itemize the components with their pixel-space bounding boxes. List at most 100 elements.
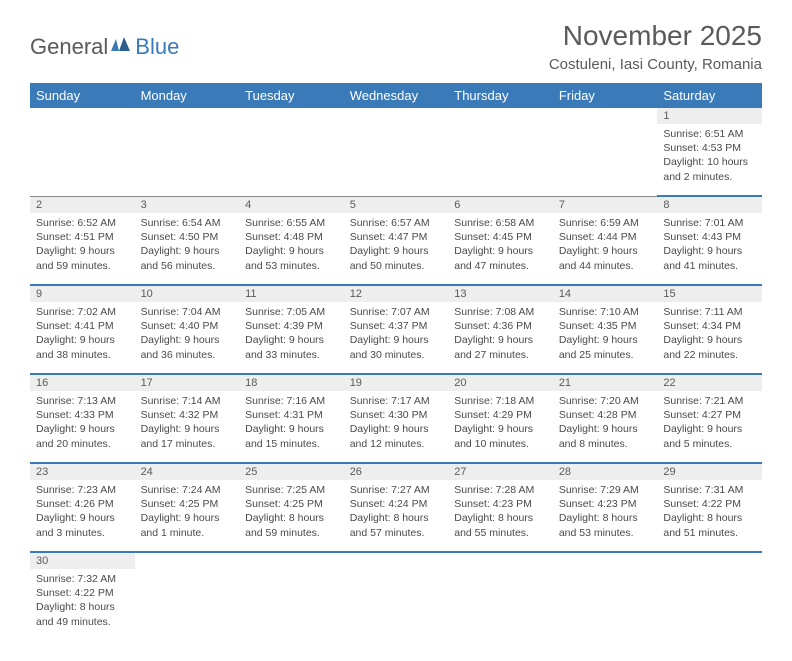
day-ss: Sunset: 4:29 PM xyxy=(454,408,547,422)
logo-text-2: Blue xyxy=(135,34,179,60)
day-sr: Sunrise: 7:20 AM xyxy=(559,394,652,408)
day-number-cell xyxy=(448,108,553,124)
day-detail-cell: Sunrise: 6:54 AMSunset: 4:50 PMDaylight:… xyxy=(135,213,240,285)
logo: General Blue xyxy=(30,34,179,60)
day-dl1: Daylight: 9 hours xyxy=(663,244,756,258)
day-dl2: and 5 minutes. xyxy=(663,437,756,451)
day-detail-cell: Sunrise: 6:58 AMSunset: 4:45 PMDaylight:… xyxy=(448,213,553,285)
day-ss: Sunset: 4:23 PM xyxy=(454,497,547,511)
day-number-cell: 21 xyxy=(553,374,658,391)
day-detail-cell: Sunrise: 7:31 AMSunset: 4:22 PMDaylight:… xyxy=(657,480,762,552)
weekday-header: Sunday xyxy=(30,83,135,108)
day-dl2: and 50 minutes. xyxy=(350,259,443,273)
day-sr: Sunrise: 7:05 AM xyxy=(245,305,338,319)
day-number-cell: 13 xyxy=(448,285,553,302)
day-dl2: and 10 minutes. xyxy=(454,437,547,451)
day-number-cell: 22 xyxy=(657,374,762,391)
day-number-cell: 24 xyxy=(135,463,240,480)
day-detail-cell: Sunrise: 7:29 AMSunset: 4:23 PMDaylight:… xyxy=(553,480,658,552)
day-dl2: and 44 minutes. xyxy=(559,259,652,273)
day-dl2: and 51 minutes. xyxy=(663,526,756,540)
day-dl1: Daylight: 8 hours xyxy=(454,511,547,525)
day-number-row: 30 xyxy=(30,552,762,569)
day-sr: Sunrise: 7:17 AM xyxy=(350,394,443,408)
day-detail-cell: Sunrise: 7:32 AMSunset: 4:22 PMDaylight:… xyxy=(30,569,135,641)
day-dl2: and 55 minutes. xyxy=(454,526,547,540)
day-dl1: Daylight: 9 hours xyxy=(454,244,547,258)
day-dl1: Daylight: 9 hours xyxy=(245,422,338,436)
day-number-cell xyxy=(135,552,240,569)
day-ss: Sunset: 4:47 PM xyxy=(350,230,443,244)
day-dl1: Daylight: 9 hours xyxy=(245,333,338,347)
day-ss: Sunset: 4:24 PM xyxy=(350,497,443,511)
day-dl1: Daylight: 8 hours xyxy=(36,600,129,614)
day-detail-cell: Sunrise: 7:23 AMSunset: 4:26 PMDaylight:… xyxy=(30,480,135,552)
day-detail-cell xyxy=(239,569,344,641)
day-number-cell: 26 xyxy=(344,463,449,480)
day-number-cell xyxy=(135,108,240,124)
day-sr: Sunrise: 7:27 AM xyxy=(350,483,443,497)
day-detail-cell: Sunrise: 7:18 AMSunset: 4:29 PMDaylight:… xyxy=(448,391,553,463)
day-detail-cell: Sunrise: 7:17 AMSunset: 4:30 PMDaylight:… xyxy=(344,391,449,463)
day-sr: Sunrise: 6:51 AM xyxy=(663,127,756,141)
day-number-cell xyxy=(553,552,658,569)
day-dl1: Daylight: 9 hours xyxy=(36,333,129,347)
day-dl2: and 8 minutes. xyxy=(559,437,652,451)
day-detail-cell xyxy=(448,124,553,196)
day-dl1: Daylight: 9 hours xyxy=(663,333,756,347)
day-dl1: Daylight: 9 hours xyxy=(141,422,234,436)
day-detail-row: Sunrise: 6:51 AMSunset: 4:53 PMDaylight:… xyxy=(30,124,762,196)
day-sr: Sunrise: 6:55 AM xyxy=(245,216,338,230)
day-dl2: and 59 minutes. xyxy=(36,259,129,273)
day-number-cell xyxy=(344,108,449,124)
day-dl2: and 59 minutes. xyxy=(245,526,338,540)
day-dl1: Daylight: 9 hours xyxy=(141,244,234,258)
day-number-cell: 17 xyxy=(135,374,240,391)
weekday-header: Wednesday xyxy=(344,83,449,108)
day-detail-row: Sunrise: 6:52 AMSunset: 4:51 PMDaylight:… xyxy=(30,213,762,285)
day-number-cell: 2 xyxy=(30,196,135,213)
day-number-row: 23242526272829 xyxy=(30,463,762,480)
day-dl1: Daylight: 8 hours xyxy=(663,511,756,525)
day-ss: Sunset: 4:22 PM xyxy=(36,586,129,600)
day-dl1: Daylight: 9 hours xyxy=(559,422,652,436)
day-dl1: Daylight: 9 hours xyxy=(454,333,547,347)
day-ss: Sunset: 4:30 PM xyxy=(350,408,443,422)
logo-text-1: General xyxy=(30,34,108,60)
day-number-cell: 25 xyxy=(239,463,344,480)
day-dl2: and 15 minutes. xyxy=(245,437,338,451)
day-dl2: and 30 minutes. xyxy=(350,348,443,362)
day-detail-cell: Sunrise: 6:51 AMSunset: 4:53 PMDaylight:… xyxy=(657,124,762,196)
day-sr: Sunrise: 6:54 AM xyxy=(141,216,234,230)
day-ss: Sunset: 4:44 PM xyxy=(559,230,652,244)
day-number-cell: 4 xyxy=(239,196,344,213)
day-sr: Sunrise: 7:23 AM xyxy=(36,483,129,497)
day-number-cell: 29 xyxy=(657,463,762,480)
day-detail-cell: Sunrise: 7:11 AMSunset: 4:34 PMDaylight:… xyxy=(657,302,762,374)
day-dl2: and 1 minute. xyxy=(141,526,234,540)
day-dl1: Daylight: 9 hours xyxy=(245,244,338,258)
day-detail-cell: Sunrise: 6:57 AMSunset: 4:47 PMDaylight:… xyxy=(344,213,449,285)
day-number-row: 2345678 xyxy=(30,196,762,213)
day-detail-cell: Sunrise: 7:24 AMSunset: 4:25 PMDaylight:… xyxy=(135,480,240,552)
day-sr: Sunrise: 7:29 AM xyxy=(559,483,652,497)
day-number-row: 1 xyxy=(30,108,762,124)
weekday-header: Thursday xyxy=(448,83,553,108)
day-number-cell: 30 xyxy=(30,552,135,569)
day-ss: Sunset: 4:23 PM xyxy=(559,497,652,511)
day-dl2: and 27 minutes. xyxy=(454,348,547,362)
day-detail-row: Sunrise: 7:13 AMSunset: 4:33 PMDaylight:… xyxy=(30,391,762,463)
day-detail-cell: Sunrise: 7:25 AMSunset: 4:25 PMDaylight:… xyxy=(239,480,344,552)
day-sr: Sunrise: 7:25 AM xyxy=(245,483,338,497)
day-number-cell: 3 xyxy=(135,196,240,213)
day-number-cell xyxy=(30,108,135,124)
day-number-cell: 5 xyxy=(344,196,449,213)
day-detail-cell: Sunrise: 6:52 AMSunset: 4:51 PMDaylight:… xyxy=(30,213,135,285)
day-sr: Sunrise: 7:24 AM xyxy=(141,483,234,497)
day-dl2: and 20 minutes. xyxy=(36,437,129,451)
day-dl1: Daylight: 8 hours xyxy=(350,511,443,525)
day-number-cell: 10 xyxy=(135,285,240,302)
day-dl1: Daylight: 9 hours xyxy=(663,422,756,436)
day-number-cell: 8 xyxy=(657,196,762,213)
day-dl1: Daylight: 9 hours xyxy=(36,511,129,525)
